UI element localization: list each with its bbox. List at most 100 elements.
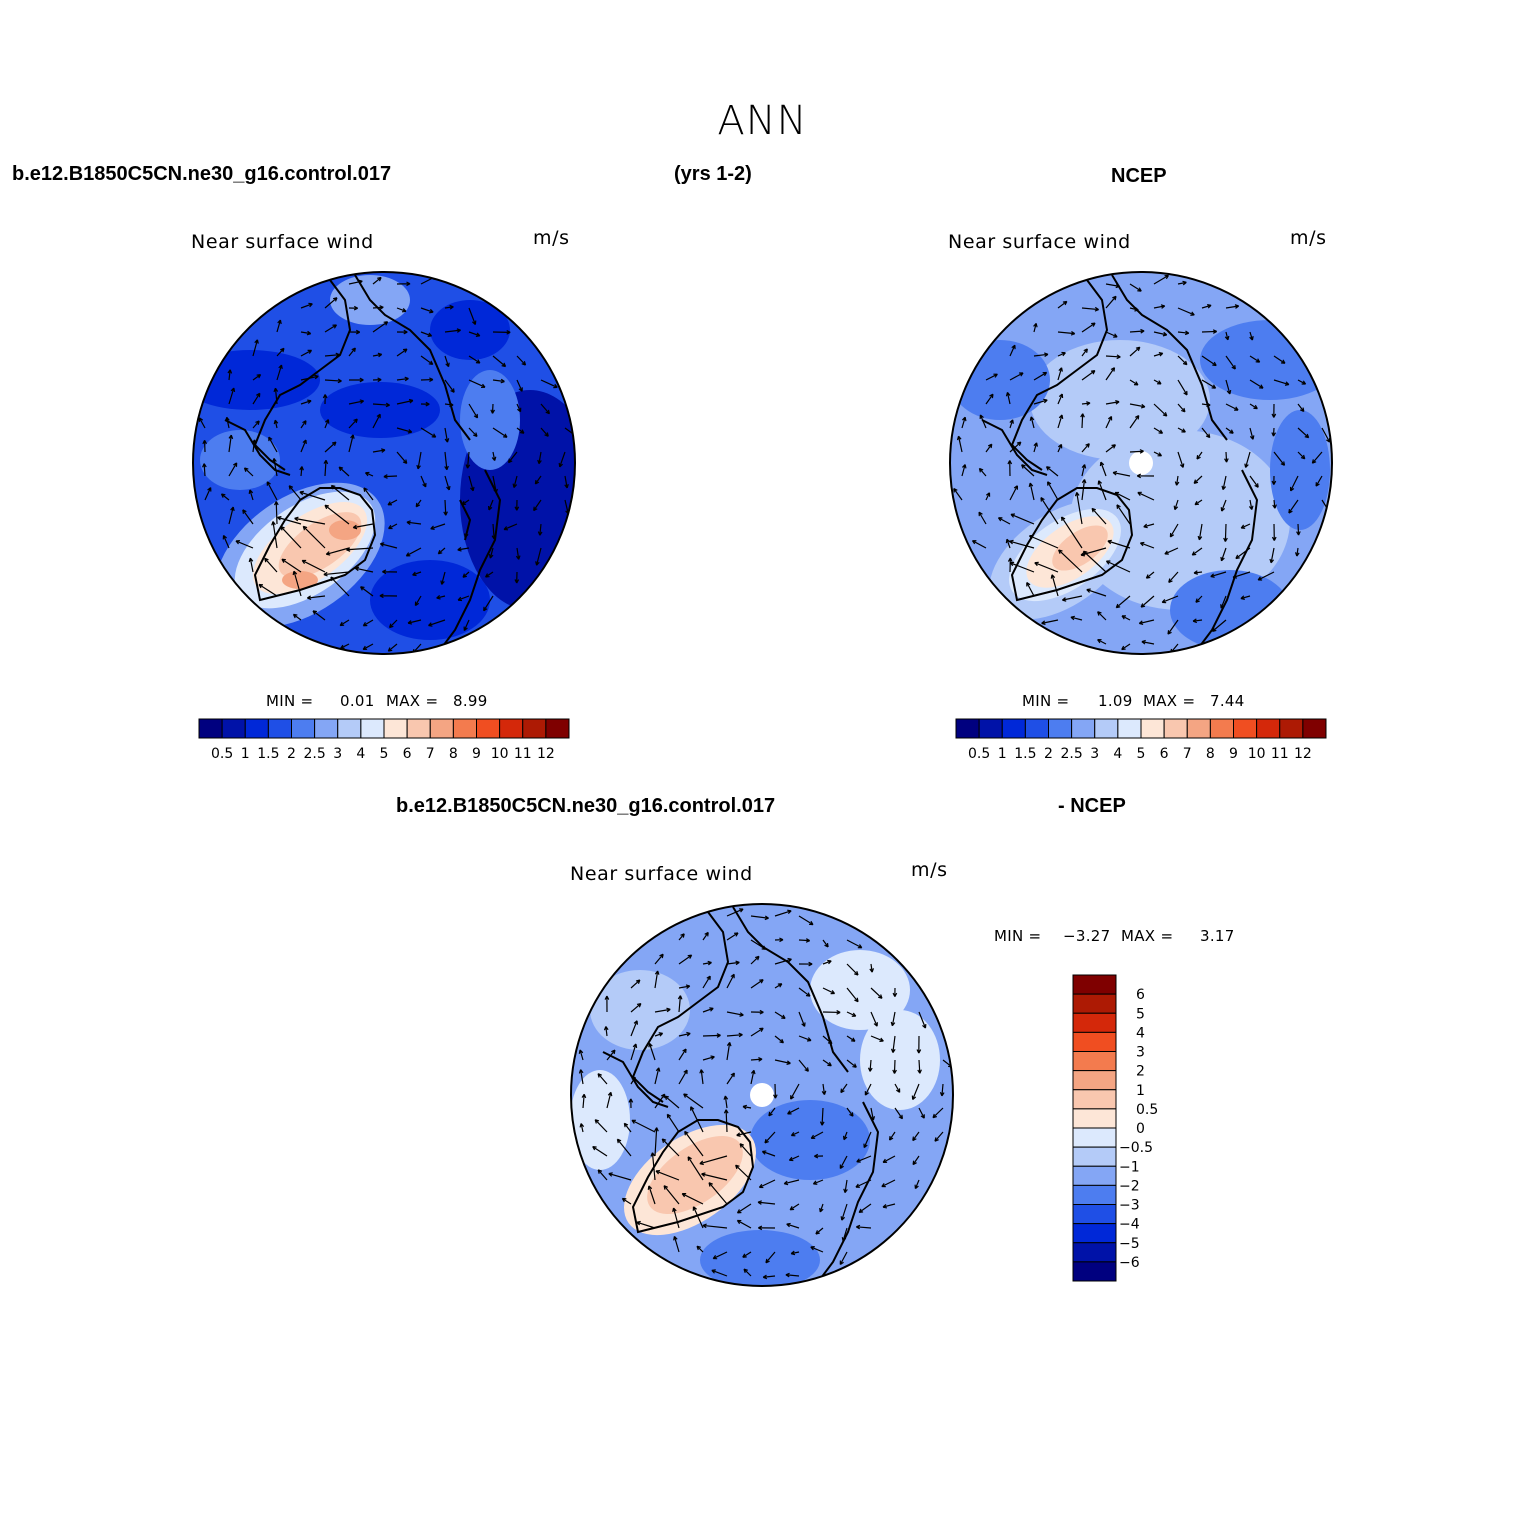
wind-vector-arrow (1177, 451, 1185, 468)
wind-vector-arrow (405, 547, 422, 557)
wind-vector-arrow (979, 414, 987, 429)
wind-vector-arrow (514, 571, 520, 584)
wind-vector-arrow (492, 378, 505, 384)
wind-vector-arrow (1041, 619, 1059, 626)
wind-vector-arrow (1244, 451, 1251, 468)
wind-vector-arrow (235, 540, 254, 549)
wind-vector-arrow (1249, 403, 1258, 410)
wind-vector-arrow (918, 1011, 927, 1029)
wind-vector-arrow (736, 1131, 752, 1137)
wind-vector-arrow (1249, 427, 1255, 440)
wind-vector-arrow (1057, 443, 1063, 453)
wind-vector-arrow (1081, 479, 1087, 501)
wind-vector-arrow (822, 987, 836, 995)
wind-vector-arrow (300, 330, 312, 336)
wind-vector-arrow (415, 499, 422, 508)
wind-vector-arrow (1040, 497, 1059, 525)
wind-vector-arrow (428, 619, 446, 627)
wind-vector-arrow (774, 937, 784, 943)
colorbar-tick-label: 3 (333, 746, 342, 762)
wind-vector-arrow (330, 484, 350, 501)
wind-vector-arrow (711, 1269, 728, 1277)
wind-vector-arrow (1153, 451, 1163, 457)
wind-vector-arrow (696, 1245, 704, 1253)
wind-vector-arrow (774, 1011, 786, 1020)
diff-case-label: b.e12.B1850C5CN.ne30_g16.control.017 (396, 795, 776, 817)
colorbar-swatch (1072, 1261, 1117, 1282)
wind-vector-arrow (1081, 306, 1099, 312)
wind-vector-arrow (1311, 451, 1323, 464)
wind-vector-arrow (312, 610, 326, 621)
panel1-min-value: 0.01 (340, 692, 375, 710)
colorbar-swatch (1209, 718, 1234, 739)
wind-vector-arrow (1191, 547, 1203, 556)
wind-vector-arrow (1297, 451, 1306, 460)
wind-vector-arrow (299, 466, 304, 477)
wind-vector-arrow (325, 547, 350, 556)
wind-vector-arrow (822, 1035, 833, 1045)
colorbar-tick-label: −0.5 (1119, 1140, 1153, 1156)
wind-vector-arrow (654, 953, 664, 965)
wind-vector-arrow (1193, 475, 1203, 484)
wind-vector-arrow (372, 321, 389, 333)
wind-vector-arrow (683, 1093, 704, 1109)
wind-vector-arrow (299, 490, 326, 501)
wind-vector-arrow (774, 1035, 784, 1044)
wind-vector-arrow (382, 569, 398, 575)
wind-vector-arrow (1081, 370, 1096, 381)
wind-vector-arrow (1114, 491, 1131, 501)
colorbar-swatch (1072, 1089, 1117, 1110)
wind-vector-arrow (362, 643, 374, 651)
wind-vector-arrow (810, 1246, 824, 1253)
wind-vector-arrow (843, 1179, 848, 1194)
wind-vector-arrow (1033, 442, 1038, 453)
wind-vector-arrow (774, 983, 783, 989)
wind-vector-arrow (956, 435, 963, 453)
wind-vector-arrow (798, 1011, 806, 1027)
wind-vector-arrow (1201, 355, 1217, 367)
wind-vector-arrow (985, 492, 991, 501)
wind-vector-arrow (444, 475, 451, 491)
colorbar-swatch (221, 718, 246, 739)
colorbar-tick-label: −2 (1119, 1178, 1140, 1194)
wind-vector-arrow (491, 523, 497, 540)
wind-vector-arrow (985, 393, 994, 405)
wind-vector-arrow (292, 570, 302, 597)
wind-vector-arrow (444, 427, 450, 443)
wind-vector-arrow (790, 1131, 800, 1137)
wind-vector-arrow (490, 403, 496, 414)
colorbar-tick-label: 3 (1090, 746, 1099, 762)
wind-vector-arrow (1034, 561, 1059, 573)
wind-vector-arrow (750, 939, 767, 950)
wind-vector-arrow (1223, 523, 1228, 542)
wind-vector-arrow (961, 464, 967, 477)
wind-vector-arrow (814, 1153, 824, 1159)
wind-vector-arrow (322, 394, 328, 405)
wind-vector-arrow (324, 352, 340, 358)
wind-vector-arrow (798, 1035, 812, 1042)
wind-vector-arrow (1248, 499, 1254, 510)
wind-vector-arrow (348, 305, 359, 311)
colorbar-tick-label: 10 (491, 746, 509, 762)
wind-vector-arrow (468, 307, 477, 325)
wind-vector-arrow (1009, 419, 1014, 429)
wind-vector-arrow (1225, 304, 1240, 309)
wind-vector-arrow (888, 1131, 896, 1141)
wind-vector-arrow (846, 987, 859, 1003)
colorbar-swatch (1186, 718, 1211, 739)
colorbar-tick-label: 0 (1136, 1121, 1145, 1137)
colorbar-swatch (383, 718, 408, 739)
wind-vector-arrow (798, 915, 814, 926)
wind-vector-arrow (666, 1113, 680, 1133)
wind-vector-arrow (1141, 639, 1155, 645)
wind-vector-arrow (1169, 523, 1179, 538)
wind-vector-arrow (1153, 379, 1162, 385)
wind-vector-arrow (881, 1179, 896, 1188)
wind-vector-arrow (420, 355, 434, 366)
wind-vector-arrow (1201, 304, 1212, 309)
wind-vector-arrow (997, 517, 1011, 525)
wind-vector-arrow (225, 416, 230, 429)
panel2-colorbar: 0.5 1 1.5 2 2.5 3 4 5 6 7 8 9 10 11 12 (955, 718, 1327, 762)
wind-vector-arrow (1221, 475, 1227, 491)
wind-vector-arrow (273, 419, 279, 429)
